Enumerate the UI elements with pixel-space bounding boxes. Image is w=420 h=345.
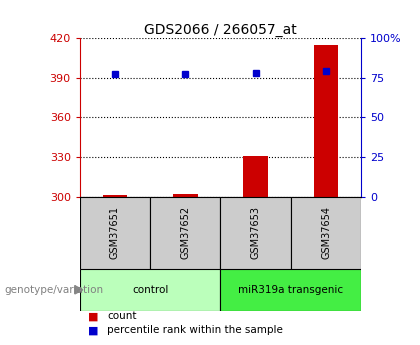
Text: GSM37651: GSM37651 <box>110 206 120 259</box>
Text: count: count <box>107 312 136 321</box>
Title: GDS2066 / 266057_at: GDS2066 / 266057_at <box>144 23 297 37</box>
Bar <box>80 197 150 269</box>
Text: GSM37654: GSM37654 <box>321 206 331 259</box>
Text: ■: ■ <box>88 325 99 335</box>
Bar <box>291 197 361 269</box>
Bar <box>314 45 339 197</box>
Text: ■: ■ <box>88 312 99 321</box>
Bar <box>243 156 268 197</box>
Bar <box>220 269 361 310</box>
Text: genotype/variation: genotype/variation <box>4 285 103 295</box>
Bar <box>102 195 127 197</box>
Bar <box>150 197 220 269</box>
Text: GSM37652: GSM37652 <box>180 206 190 259</box>
Bar <box>80 269 220 310</box>
Polygon shape <box>75 286 83 294</box>
Text: percentile rank within the sample: percentile rank within the sample <box>107 325 283 335</box>
Text: control: control <box>132 285 168 295</box>
Bar <box>173 194 198 197</box>
Bar <box>220 197 291 269</box>
Text: GSM37653: GSM37653 <box>251 206 261 259</box>
Text: miR319a transgenic: miR319a transgenic <box>238 285 344 295</box>
